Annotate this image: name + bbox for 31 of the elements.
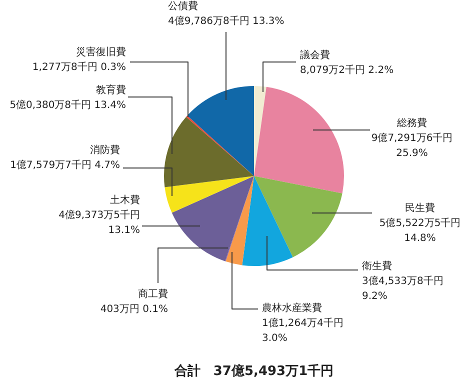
- data-label: 5億0,380万8千円 13.4%: [10, 99, 126, 111]
- data-label: 9億7,291万6千円 25.9%: [371, 132, 453, 159]
- slice-label: 教育費: [96, 84, 126, 96]
- data-label: 3億4,533万8千円 9.2%: [362, 275, 444, 302]
- data-label: 1,277万8千円 0.3%: [32, 61, 126, 73]
- data-label: 403万円 0.1%: [100, 304, 168, 315]
- data-label: 1億1,264万4千円 3.0%: [262, 317, 344, 344]
- pie-slice: [254, 176, 342, 258]
- slice-label: 衛生費: [362, 260, 392, 272]
- slice-label: 総務費: [396, 117, 427, 129]
- pie-slice: [242, 176, 293, 266]
- data-label: 8,079万2千円 2.2%: [300, 64, 394, 76]
- slice-label: 民生費: [405, 202, 435, 214]
- slice-label: 消防費: [90, 144, 120, 156]
- pie-slice: [187, 86, 254, 176]
- pie-slice: [164, 116, 254, 188]
- data-label: 5億5,522万5千円 14.8%: [379, 217, 461, 244]
- pie-slice: [172, 176, 254, 262]
- data-label: 4億9,373万5千円 13.1%: [58, 209, 140, 236]
- slice-label: 公債費: [168, 0, 198, 12]
- pie-slice: [254, 86, 266, 176]
- slice-label: 商工費: [138, 288, 168, 300]
- text: 合計 37億5,493万1千円: [173, 363, 334, 379]
- slice-label: 農林水産業費: [262, 302, 322, 314]
- pie-slice: [164, 176, 254, 213]
- data-label: 4億9,786万8千円 13.3%: [168, 15, 284, 27]
- pie-slice: [254, 86, 344, 194]
- slice-label: 災害復旧費: [76, 46, 126, 58]
- slice-label: 土木費: [110, 194, 140, 206]
- slice-label: 議会費: [300, 49, 330, 61]
- data-label: 1億7,579万7千円 4.7%: [10, 159, 120, 171]
